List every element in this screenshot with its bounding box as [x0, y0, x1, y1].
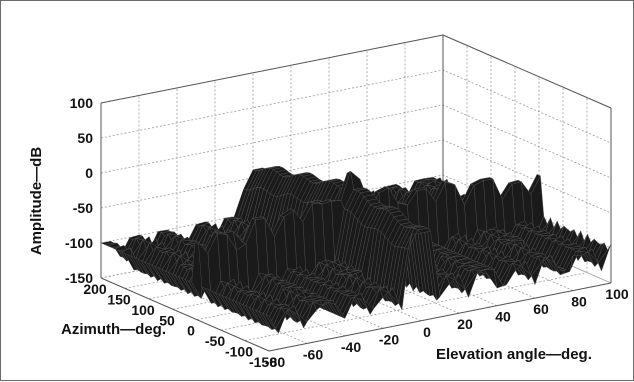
z-gridline: [100, 34, 612, 109]
elevation-tick-label: 40: [495, 309, 511, 325]
box-edge: [100, 277, 270, 352]
azimuth-tick-label: 150: [107, 291, 131, 307]
z-axis-label: Amplitude—dB: [28, 147, 45, 255]
z-tick-label: 50: [77, 130, 93, 146]
elevation-tick-label: 0: [423, 324, 431, 340]
box-edge: [268, 282, 612, 352]
z-tick-label: -100: [65, 235, 93, 251]
elevation-tick-labels: -80 -60 -40 -20 0 20 40 60 80 100: [265, 286, 629, 370]
z-tick-label: -150: [65, 270, 93, 286]
box-edge: [100, 34, 444, 104]
azimuth-tick-label: -150: [249, 354, 277, 370]
z-tick-labels: 100 50 0 -50 -100 -150: [65, 95, 93, 286]
azimuth-tick-label: 0: [187, 323, 195, 339]
z-tick-label: 0: [85, 165, 93, 181]
z-tick-label: -50: [73, 200, 93, 216]
elevation-tick-label: 20: [457, 316, 473, 332]
elevation-tick-label: 60: [533, 301, 549, 317]
elevation-tick-label: -40: [341, 339, 361, 355]
azimuth-tick-label: -100: [225, 344, 253, 360]
surface-patch: [265, 314, 279, 334]
elevation-tick-label: -20: [379, 331, 399, 347]
azimuth-tick-label: -50: [205, 333, 225, 349]
z-gridline: [100, 104, 612, 179]
box-edge: [442, 34, 612, 109]
elevation-tick-label: 100: [605, 286, 629, 302]
azimuth-axis-label: Azimuth—deg.: [61, 321, 166, 338]
z-tick-label: 100: [70, 95, 94, 111]
azimuth-tick-label: 200: [83, 281, 107, 297]
azimuth-tick-label: 100: [131, 302, 155, 318]
z-gridline: [100, 69, 612, 144]
elevation-axis-label: Elevation angle—deg.: [436, 346, 592, 363]
elevation-tick-label: -60: [303, 346, 323, 362]
elevation-tick-label: 80: [571, 294, 587, 310]
azimuth-tick-label: 50: [159, 312, 175, 328]
elevation-tick-label: -80: [265, 354, 285, 370]
surface: [100, 165, 612, 334]
